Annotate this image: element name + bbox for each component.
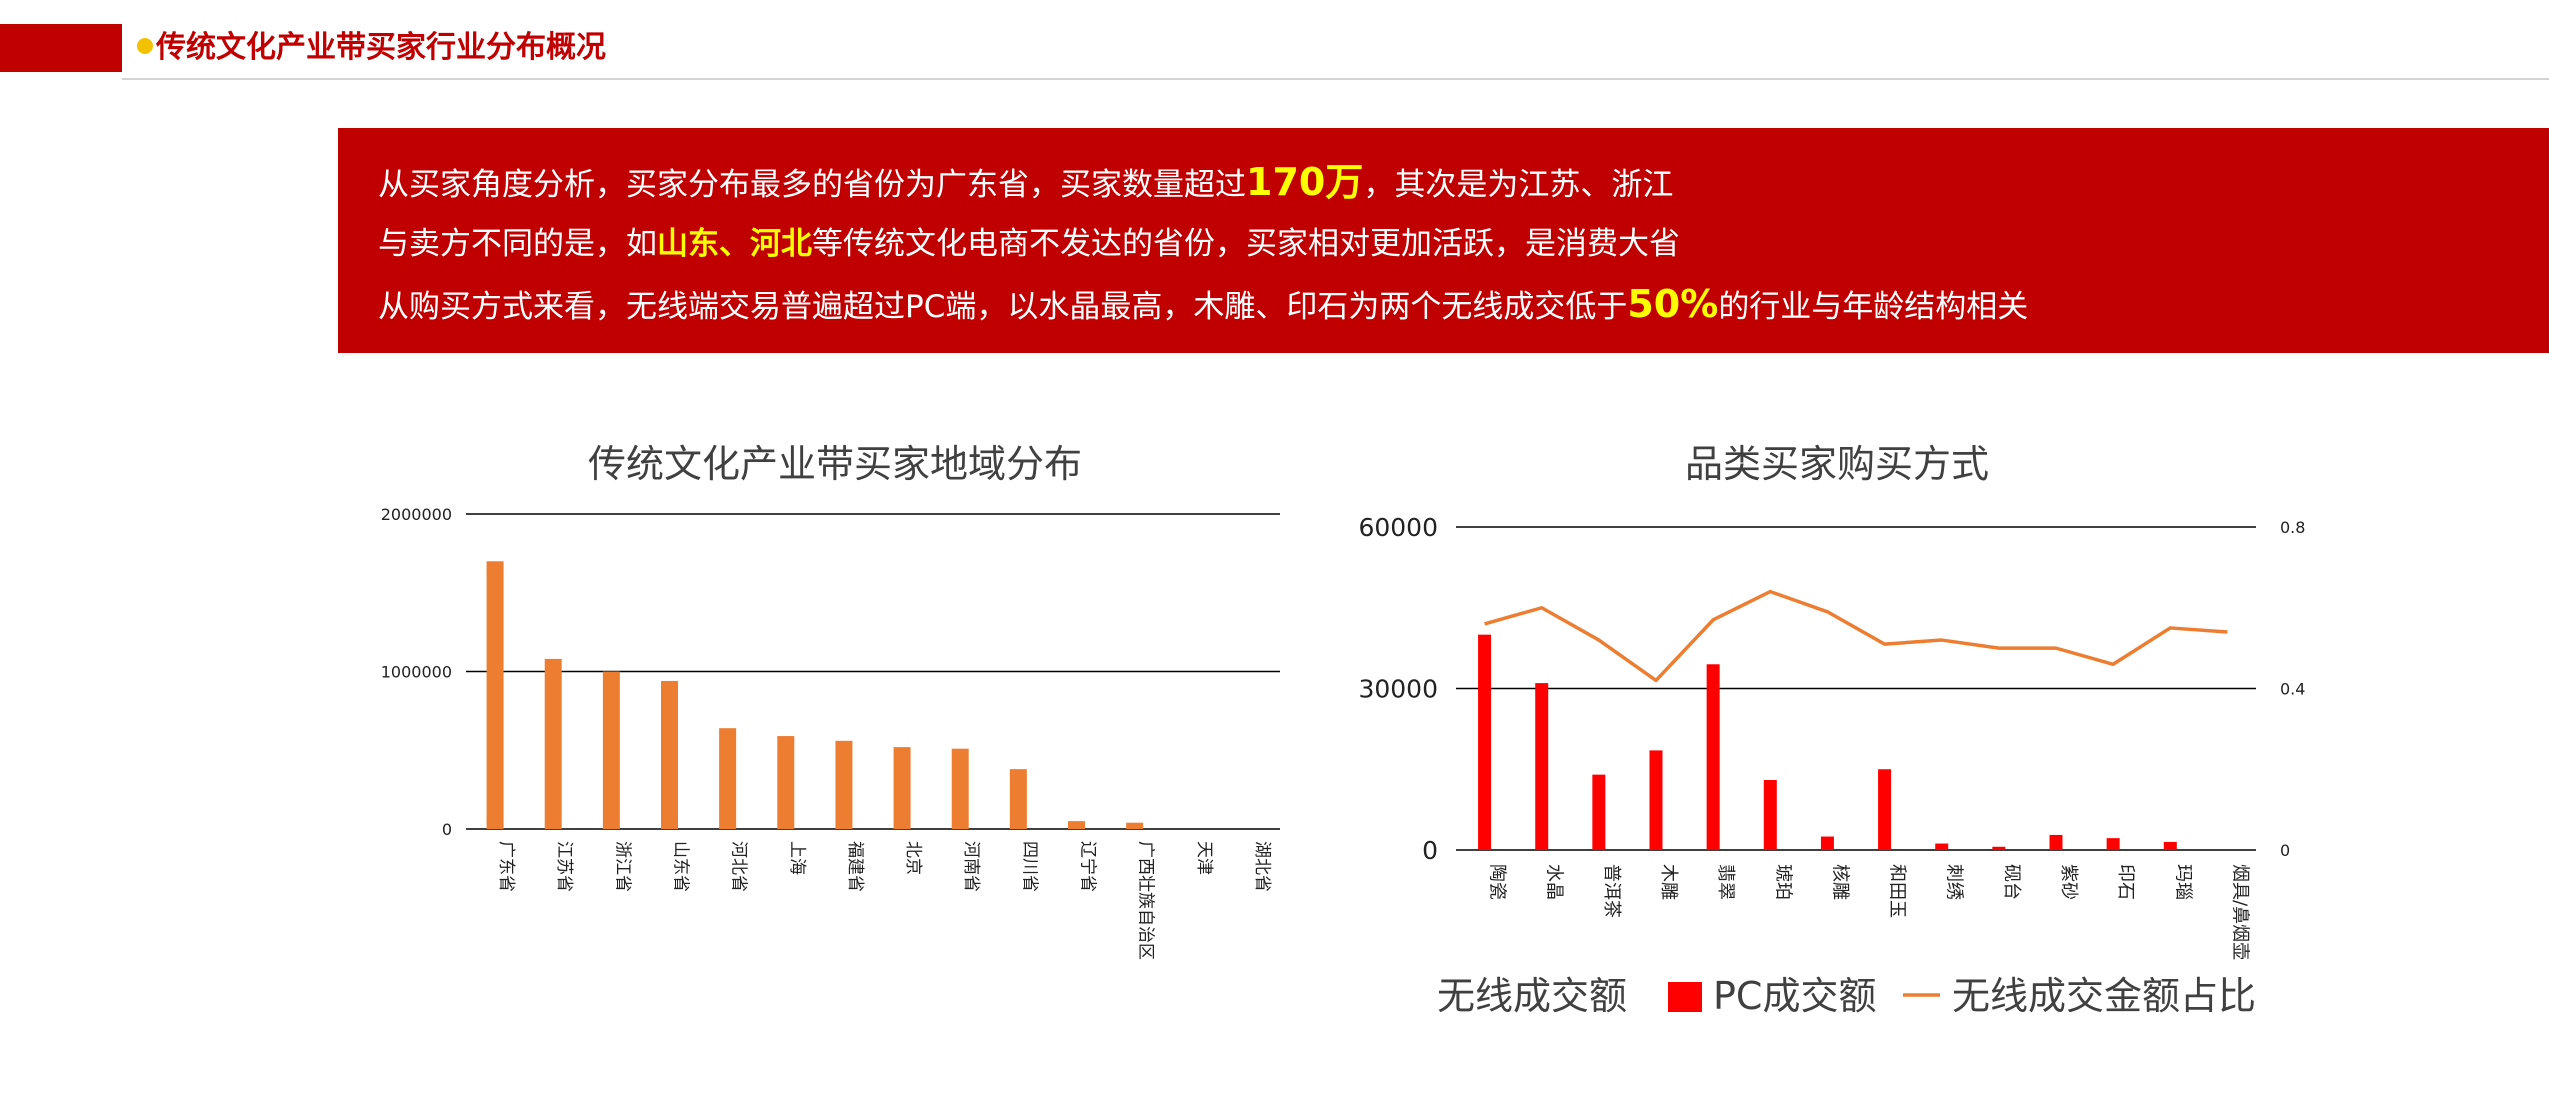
chart2-bar-pc [1592,774,1606,850]
chart2-x-tick-label: 砚台 [2001,864,2022,900]
banner-line-2-post: 等传统文化电商不发达的省份，买家相对更加活跃，是消费大省 [812,226,1680,262]
chart1-y-tick-label: 1000000 [381,663,452,682]
chart1-x-tick-label: 湖北省 [1252,841,1272,892]
chart1-x-tick-label: 福建省 [845,841,865,892]
chart1-y-tick-label: 0 [442,820,452,839]
header-bullet-icon [137,38,153,54]
banner-line-1: 从买家角度分析，买家分布最多的省份为广东省，买家数量超过170万，其次是为江苏、… [378,160,1673,207]
chart2-x-tick-label: 陶瓷 [1487,864,1508,900]
chart1-x-tick-label: 天津 [1194,841,1214,875]
chart2-x-tick-label: 印石 [2115,864,2136,900]
chart1-x-tick-label: 辽宁省 [1078,841,1098,892]
legend-label-pc: PC成交额 [1713,974,1876,1018]
chart1-x-tick-label: 江苏省 [554,841,574,892]
chart1-x-tick-label: 北京 [903,841,923,875]
chart2-x-tick-label: 玛瑙 [2172,864,2193,900]
chart2-x-tick-label: 翡翠 [1715,864,1736,900]
banner-line-3-post: 的行业与年龄结构相关 [1718,289,2029,325]
chart1-y-tick-label: 2000000 [381,505,452,524]
chart2-bar-pc [1763,780,1777,850]
chart1-x-tick-label: 浙江省 [612,841,632,892]
chart2-bar-pc [1649,750,1663,850]
chart2-y2-tick-label: 0 [2280,841,2290,860]
chart2-bar-pc [1535,683,1549,850]
banner-line-3-highlight: 50% [1627,282,1719,326]
chart2-x-tick-label: 木雕 [1658,864,1679,900]
chart2-bar-pc [1706,664,1720,850]
chart1-x-tick-label: 四川省 [1019,841,1039,892]
chart1-x-tick-label: 广东省 [496,841,516,892]
chart2-x-tick-label: 烟具/鼻烟壶 [2229,864,2250,960]
chart1-x-tick-label: 河南省 [961,841,981,892]
header-accent-bar [0,24,122,72]
legend-swatch-pc [1668,982,1702,1012]
chart2-bar-pc [1878,769,1892,850]
chart1-title: 传统文化产业带买家地域分布 [587,442,1083,486]
chart1-bar [835,740,853,829]
banner-line-1-pre: 从买家角度分析，买家分布最多的省份为广东省，买家数量超过 [378,167,1246,203]
chart1-bar [486,561,504,829]
chart2-bar-pc [1820,836,1834,850]
chart2-y-tick-label: 0 [1422,836,1438,865]
chart2-y2-tick-label: 0.8 [2280,518,2305,537]
chart1-bar [951,748,969,829]
chart2-x-tick-label: 水晶 [1544,864,1565,900]
chart1-x-tick-label: 广西壮族自治区 [1136,841,1156,960]
chart2-y-tick-label: 60000 [1358,513,1438,542]
banner-line-2-pre: 与卖方不同的是，如 [378,226,657,262]
chart1-bar [544,658,562,829]
chart1-bar [777,736,795,829]
chart1-bar [719,728,737,829]
chart1-bar [1126,822,1144,829]
chart1-x-tick-label: 河北省 [729,841,749,892]
banner-line-1-highlight: 170万 [1246,160,1364,204]
legend-label-wireless: 无线成交额 [1437,974,1627,1018]
banner-line-2: 与卖方不同的是，如山东、河北等传统文化电商不发达的省份，买家相对更加活跃，是消费… [378,222,1680,266]
chart1-bar [1068,821,1085,829]
banner-line-3-pre: 从购买方式来看，无线端交易普遍超过PC端，以水晶最高，木雕、印石为两个无线成交低… [378,289,1628,325]
chart2-x-tick-label: 紫砂 [2058,864,2079,900]
chart2-x-tick-label: 和田玉 [1887,864,1908,918]
chart2-x-tick-label: 普洱茶 [1601,864,1622,918]
banner-line-2-highlight: 山东、河北 [657,226,812,262]
chart2-title: 品类买家购买方式 [1684,442,1990,486]
chart1-x-tick-label: 山东省 [671,841,691,892]
chart1-bar [661,680,678,829]
chart2-bar-pc [2106,838,2120,850]
summary-banner: 从买家角度分析，买家分布最多的省份为广东省，买家数量超过170万，其次是为江苏、… [338,128,2549,353]
chart2-x-tick-label: 核雕 [1829,864,1850,900]
chart2-bar-pc [1478,634,1492,850]
chart1-bar [893,747,911,829]
chart2-y-tick-label: 30000 [1358,675,1438,704]
chart2-bar-pc [2049,834,2063,850]
chart2-bar-pc [1992,846,2006,850]
header-divider [122,78,2549,80]
chart1-bar [1009,769,1027,829]
chart2-bar-pc [2163,841,2177,850]
banner-line-3: 从购买方式来看，无线端交易普遍超过PC端，以水晶最高，木雕、印石为两个无线成交低… [378,282,2028,329]
chart1-x-tick-label: 上海 [787,841,807,875]
chart1-bar [602,671,620,829]
page-title: 传统文化产业带买家行业分布概况 [156,30,606,65]
legend-label-share: 无线成交金额占比 [1952,974,2256,1018]
chart2-y2-tick-label: 0.4 [2280,680,2305,699]
chart2-x-tick-label: 琥珀 [1772,864,1793,900]
banner-line-1-post: ，其次是为江苏、浙江 [1363,167,1674,203]
chart2-line-wireless-share [1484,589,2228,683]
chart2-x-tick-label: 刺绣 [1944,864,1965,900]
chart2-bar-pc [1935,843,1949,850]
